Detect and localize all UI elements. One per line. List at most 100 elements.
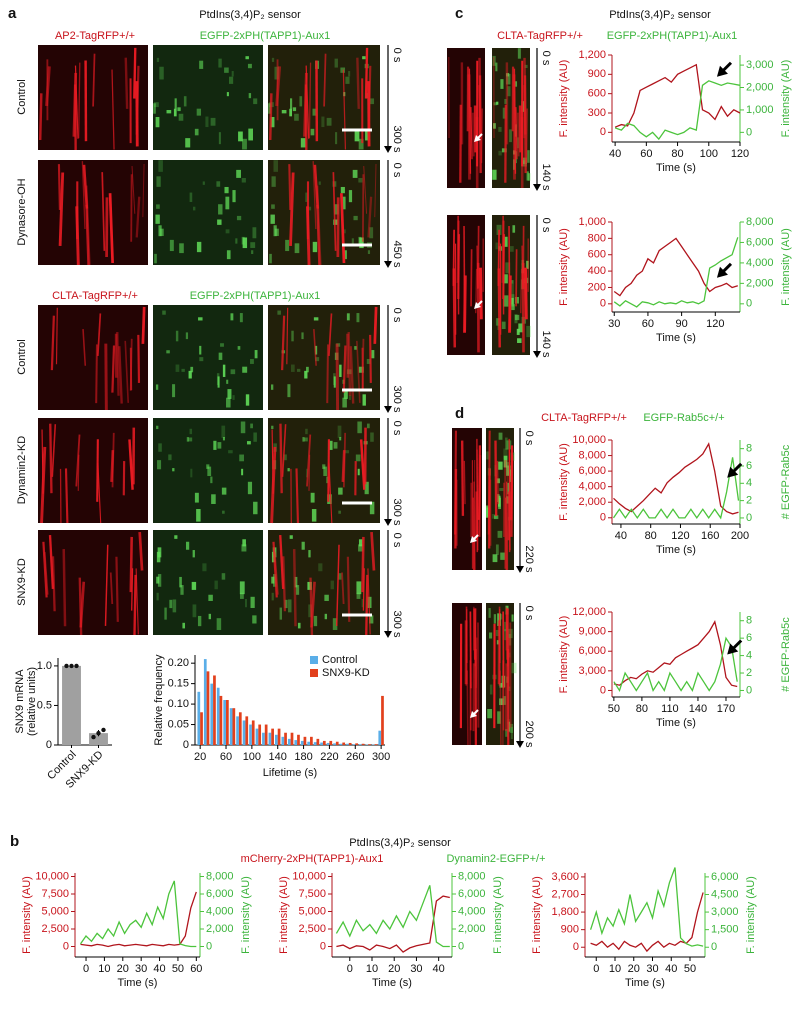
label: 5,000 [298, 905, 326, 917]
kymograph-track [342, 345, 347, 393]
label: SNX9 mRNA [14, 669, 26, 734]
kymograph-signal [338, 487, 343, 495]
label: 9,000 [578, 626, 606, 638]
kymograph-signal [369, 98, 375, 105]
kymograph-track [480, 108, 483, 164]
kymograph-signal [248, 128, 253, 141]
kymograph-signal [514, 124, 517, 137]
kymograph-track [497, 229, 500, 286]
label: F. intensity (AU) [558, 60, 570, 138]
kymograph-signal [503, 236, 508, 247]
kymograph-track [124, 340, 130, 403]
kymograph-signal [505, 728, 508, 737]
kymograph-signal [172, 468, 175, 472]
kymograph-signal [245, 394, 250, 406]
kymograph-signal [327, 494, 332, 504]
kymograph-signal [354, 131, 360, 142]
label: 300 s [391, 126, 403, 153]
label: 90 [675, 318, 687, 330]
series-line [336, 895, 450, 953]
kymograph-track [506, 481, 508, 571]
kymograph-signal [310, 128, 315, 136]
label: 0 [458, 940, 464, 952]
kymograph-signal [334, 204, 339, 215]
label: 1,000 [746, 104, 774, 116]
point [69, 663, 74, 669]
label: 50 [172, 963, 184, 975]
bar [89, 733, 108, 745]
kymograph-signal [306, 366, 309, 373]
kymograph-signal [294, 243, 300, 254]
kymograph-track [96, 439, 99, 502]
kymograph-signal [493, 102, 498, 106]
label: 0 [711, 941, 717, 953]
kymograph-track [510, 455, 514, 537]
kymograph-signal [514, 314, 520, 321]
kymograph-signal [254, 350, 258, 359]
kymograph-signal [305, 192, 308, 202]
kymograph-signal [353, 215, 358, 221]
kymograph-signal [348, 190, 353, 203]
kymograph-signal [310, 492, 315, 503]
kymograph-signal [326, 476, 329, 484]
kymograph-signal [503, 274, 508, 284]
kymograph-signal [493, 614, 497, 624]
kymograph-signal [345, 76, 350, 84]
kymograph-signal [492, 169, 497, 180]
kymograph-signal [509, 297, 514, 305]
kymograph-signal [308, 206, 312, 211]
kymograph-track [494, 440, 498, 516]
kymograph-signal [346, 313, 350, 321]
kymograph-signal [273, 160, 279, 172]
kymograph-signal [222, 436, 225, 441]
series-line [590, 892, 704, 953]
kymograph-signal [253, 432, 257, 442]
label: 0 s [391, 308, 403, 323]
kymograph-signal [250, 242, 256, 248]
kymograph-signal [274, 228, 279, 236]
kymograph-signal [193, 206, 196, 211]
label: 4,500 [711, 888, 739, 900]
kymograph-signal [326, 117, 332, 126]
label: 1,200 [578, 49, 606, 61]
label: 120 [671, 530, 689, 542]
bar [281, 736, 285, 745]
kymograph-signal [504, 98, 507, 104]
label: 200 s [523, 721, 535, 748]
label: 0 s [523, 606, 535, 621]
label: 170 [717, 703, 735, 715]
kymograph-signal [208, 613, 212, 620]
time-arrowhead [384, 406, 392, 413]
kymograph-track [50, 315, 55, 371]
label: 8,000 [458, 870, 486, 882]
kymograph-signal [362, 394, 366, 406]
kymograph-signal [493, 123, 496, 129]
point [91, 734, 96, 740]
bar [62, 665, 81, 745]
label: mCherry-2xPH(TAPP1)-Aux1 [241, 853, 384, 865]
kymograph-signal [271, 57, 275, 62]
label: PtdIns(3,4)P₂ sensor [609, 9, 711, 21]
kymograph-signal [217, 219, 222, 225]
kymograph-track [281, 315, 286, 371]
kymograph-signal [503, 448, 508, 460]
kymograph-signal [346, 369, 352, 375]
kymograph-signal [356, 581, 362, 595]
kymograph-signal [186, 437, 189, 442]
kymograph-track [313, 328, 317, 366]
kymograph-signal [181, 368, 185, 372]
label: 4,000 [458, 905, 486, 917]
kymograph-track [124, 57, 129, 109]
kymograph-signal [228, 76, 234, 84]
kymograph-signal [488, 608, 491, 618]
kymograph-track [42, 541, 48, 598]
bar [203, 659, 207, 745]
label: 300 [372, 751, 390, 763]
kymograph-track [115, 556, 119, 622]
kymograph-track [463, 460, 466, 505]
kymograph-track [365, 574, 369, 636]
kymograph-signal [253, 501, 258, 515]
arrowhead [474, 302, 481, 309]
label: 40 [153, 963, 165, 975]
